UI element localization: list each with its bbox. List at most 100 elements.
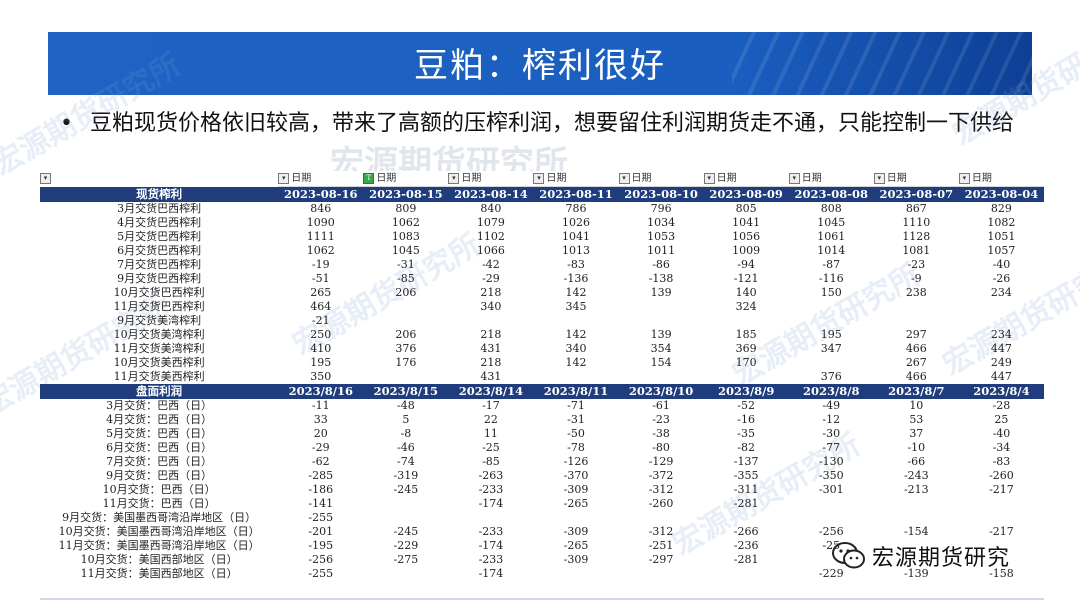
- value-cell: 1082: [987, 216, 1016, 229]
- filter-cell: ▾ 日期: [278, 171, 364, 187]
- value-cell: -281: [733, 553, 759, 566]
- value-cell: 447: [990, 342, 1012, 355]
- date-header: 2023/8/7: [873, 384, 959, 399]
- filter-cell: ▾ 日期: [873, 171, 959, 187]
- value-cell: -50: [567, 427, 585, 440]
- row-label: 4月交货：巴西（日）: [106, 413, 213, 426]
- table-row: 10月交货：美国西部地区（日） -256 -275 -233 -309 -297 -281: [40, 553, 1044, 567]
- value-cell: 20: [313, 427, 328, 440]
- table-row: 10月交货：巴西（日） -186 -245 -233 -309 -312 -311 -301 -…: [40, 483, 1044, 497]
- value-cell: 410: [310, 342, 332, 355]
- row-label: 5月交货巴西榨利: [117, 230, 202, 243]
- value-cell: -186: [308, 483, 334, 496]
- value-cell: -217: [989, 525, 1014, 538]
- filter-dropdown-icon[interactable]: ▾: [958, 172, 970, 184]
- value-cell: -10: [907, 441, 926, 454]
- value-cell: -136: [563, 272, 589, 285]
- value-cell: -86: [652, 258, 670, 271]
- value-cell: 176: [395, 356, 417, 369]
- value-cell: [448, 511, 533, 525]
- value-cell: 11: [483, 427, 498, 440]
- value-cell: -130: [818, 455, 844, 468]
- date-header: 2023-08-04: [958, 186, 1044, 202]
- filter-cell: ▾ 日期: [448, 171, 534, 187]
- value-cell: 1026: [562, 216, 590, 229]
- table-row: 6月交货：巴西（日） -29 -46 -25 -78 -80 -82 -77 -10 -34: [40, 441, 1044, 455]
- row-label: 10月交货美湾榨利: [113, 328, 205, 341]
- table-row: 5月交货：巴西（日） 20 -8 11 -50 -38 -35 -30 37 -40: [40, 427, 1044, 441]
- table-row: 11月交货巴西榨利 464 340 345 324: [40, 300, 1044, 314]
- value-cell: 431: [480, 342, 502, 355]
- value-cell: -29: [311, 441, 330, 454]
- value-cell: 170: [735, 356, 757, 369]
- value-cell: 796: [650, 202, 672, 215]
- filter-dropdown-icon[interactable]: ▾: [40, 173, 51, 185]
- bullet-dot-icon: •: [60, 111, 73, 136]
- date-header: 2023-08-07: [873, 186, 959, 202]
- table-row: 3月交货：巴西（日） -11 -48 -17 -71 -61 -52 -49 10 -28: [40, 399, 1044, 413]
- value-cell: 431: [480, 370, 502, 383]
- filter-label: 日期: [546, 173, 567, 184]
- value-cell: 867: [905, 202, 927, 215]
- value-cell: [789, 497, 874, 511]
- brand-logo: 宏源期货研究: [832, 540, 1010, 572]
- value-cell: [959, 300, 1044, 314]
- value-cell: 249: [990, 356, 1012, 369]
- filter-dropdown-icon[interactable]: ▾: [703, 172, 715, 184]
- value-cell: 347: [820, 342, 842, 355]
- filter-dropdown-icon[interactable]: ▾: [873, 172, 885, 184]
- spot-header-row: 现货榨利 2023-08-16 2023-08-15 2023-08-14 2023-0…: [40, 186, 1044, 202]
- value-cell: -174: [478, 497, 504, 510]
- value-cell: 1045: [391, 244, 420, 257]
- value-cell: 786: [565, 202, 587, 215]
- value-cell: -309: [563, 525, 589, 538]
- value-cell: -17: [482, 399, 500, 412]
- value-cell: [363, 300, 448, 314]
- value-cell: -78: [567, 441, 585, 454]
- filter-dropdown-icon[interactable]: ▾: [788, 172, 800, 184]
- value-cell: [363, 497, 448, 511]
- value-cell: [789, 511, 874, 525]
- row-label: 11月交货美西榨利: [113, 370, 205, 383]
- value-cell: -201: [308, 525, 334, 538]
- table-row: 3月交货巴西榨利 846 809 840 786 796 805 808 867 829: [40, 202, 1044, 216]
- value-cell: -129: [648, 455, 674, 468]
- value-cell: -350: [818, 469, 844, 482]
- value-cell: -158: [989, 567, 1014, 580]
- slide-title: 豆粕：榨利很好: [414, 46, 666, 86]
- filter-dropdown-icon[interactable]: ▾: [618, 172, 630, 184]
- row-label: 7月交货：巴西（日）: [106, 455, 213, 468]
- value-cell: -85: [482, 455, 500, 468]
- value-cell: [363, 511, 448, 525]
- value-cell: 206: [395, 286, 417, 299]
- value-cell: 33: [313, 413, 328, 426]
- table-row: 4月交货：巴西（日） 33 5 22 -31 -23 -16 -12 53 25: [40, 413, 1044, 427]
- filter-label: 日期: [971, 173, 992, 184]
- value-cell: 1051: [987, 230, 1016, 243]
- value-cell: 142: [565, 328, 587, 341]
- row-label: 4月交货巴西榨利: [117, 216, 202, 229]
- value-cell: -48: [396, 399, 415, 412]
- filter-dropdown-icon[interactable]: ▾: [278, 172, 290, 184]
- date-header: 2023/8/8: [788, 384, 874, 399]
- value-cell: 1041: [732, 216, 761, 229]
- value-cell: [874, 314, 959, 328]
- value-cell: 340: [480, 300, 502, 313]
- value-cell: 1062: [306, 244, 335, 257]
- value-cell: 846: [310, 202, 332, 215]
- value-cell: 206: [395, 328, 417, 341]
- row-label: 9月交货美湾榨利: [117, 314, 202, 327]
- value-cell: -25: [822, 539, 841, 552]
- value-cell: -275: [393, 553, 419, 566]
- date-header: 2023-08-08: [788, 186, 874, 202]
- filter-dropdown-icon[interactable]: ▾: [448, 172, 460, 184]
- filter-dropdown-icon[interactable]: T: [363, 172, 375, 184]
- filter-dropdown-icon[interactable]: ▾: [533, 172, 545, 184]
- value-cell: [789, 356, 874, 370]
- value-cell: 238: [905, 286, 927, 299]
- value-cell: 37: [909, 427, 924, 440]
- wechat-icon: [832, 541, 866, 571]
- value-cell: 1061: [817, 230, 846, 243]
- filter-cell: ▾: [40, 171, 279, 187]
- value-cell: -9: [910, 272, 922, 285]
